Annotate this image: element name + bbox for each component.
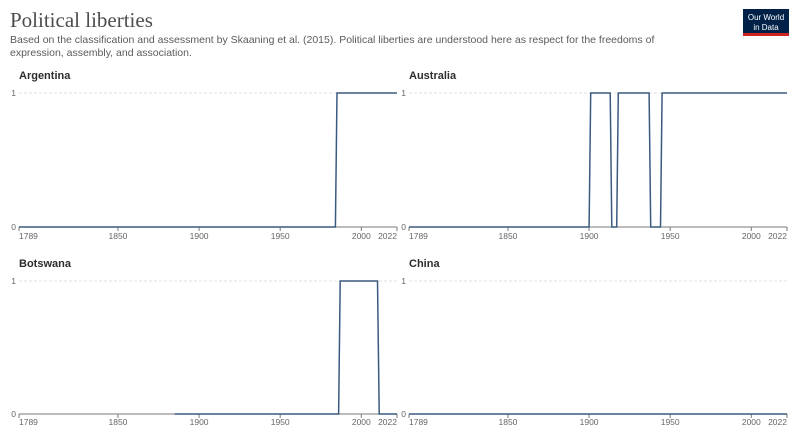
chart-title: Political liberties [10, 8, 153, 32]
y-tick-label: 1 [401, 276, 406, 286]
x-tick-label: 1789 [19, 231, 38, 241]
y-tick-label: 1 [401, 88, 406, 98]
y-tick-label: 0 [401, 222, 406, 232]
x-tick-label: 2022 [378, 417, 397, 427]
x-tick-label: 2000 [742, 417, 761, 427]
x-tick-label: 2022 [768, 231, 787, 241]
x-tick-label: 1789 [19, 417, 38, 427]
x-tick-label: 1850 [499, 417, 518, 427]
y-tick-label: 0 [11, 409, 16, 419]
y-tick-label: 1 [11, 88, 16, 98]
panel-title: Australia [409, 70, 457, 82]
owid-logo[interactable]: Our World in Data [743, 9, 789, 36]
x-tick-label: 1950 [661, 417, 680, 427]
x-tick-label: 1900 [580, 231, 599, 241]
chart-subtitle: Based on the classification and assessme… [10, 34, 655, 59]
x-tick-label: 2000 [352, 231, 371, 241]
x-tick-label: 1950 [661, 231, 680, 241]
x-tick-label: 2022 [768, 417, 787, 427]
x-tick-label: 1900 [190, 417, 209, 427]
x-tick-label: 1900 [190, 231, 209, 241]
series-line[interactable] [409, 92, 787, 228]
x-tick-label: 1900 [580, 417, 599, 427]
x-tick-label: 1789 [409, 417, 428, 427]
y-tick-label: 0 [401, 409, 406, 419]
panel-title: Argentina [19, 70, 71, 82]
x-tick-label: 1850 [499, 231, 518, 241]
x-tick-label: 1789 [409, 231, 428, 241]
x-tick-label: 1850 [109, 231, 128, 241]
x-tick-label: 2000 [742, 231, 761, 241]
panel-title: Botswana [19, 258, 72, 270]
series-line[interactable] [174, 280, 397, 415]
x-tick-label: 1950 [271, 417, 290, 427]
x-tick-label: 2022 [378, 231, 397, 241]
logo-line-1: Our World [747, 13, 785, 22]
x-tick-label: 1950 [271, 231, 290, 241]
series-line[interactable] [19, 92, 397, 228]
x-tick-label: 2000 [352, 417, 371, 427]
y-tick-label: 0 [11, 222, 16, 232]
logo-line-2: in Data [753, 22, 779, 32]
panel-title: China [409, 258, 440, 270]
y-tick-label: 1 [11, 276, 16, 286]
x-tick-label: 1850 [109, 417, 128, 427]
